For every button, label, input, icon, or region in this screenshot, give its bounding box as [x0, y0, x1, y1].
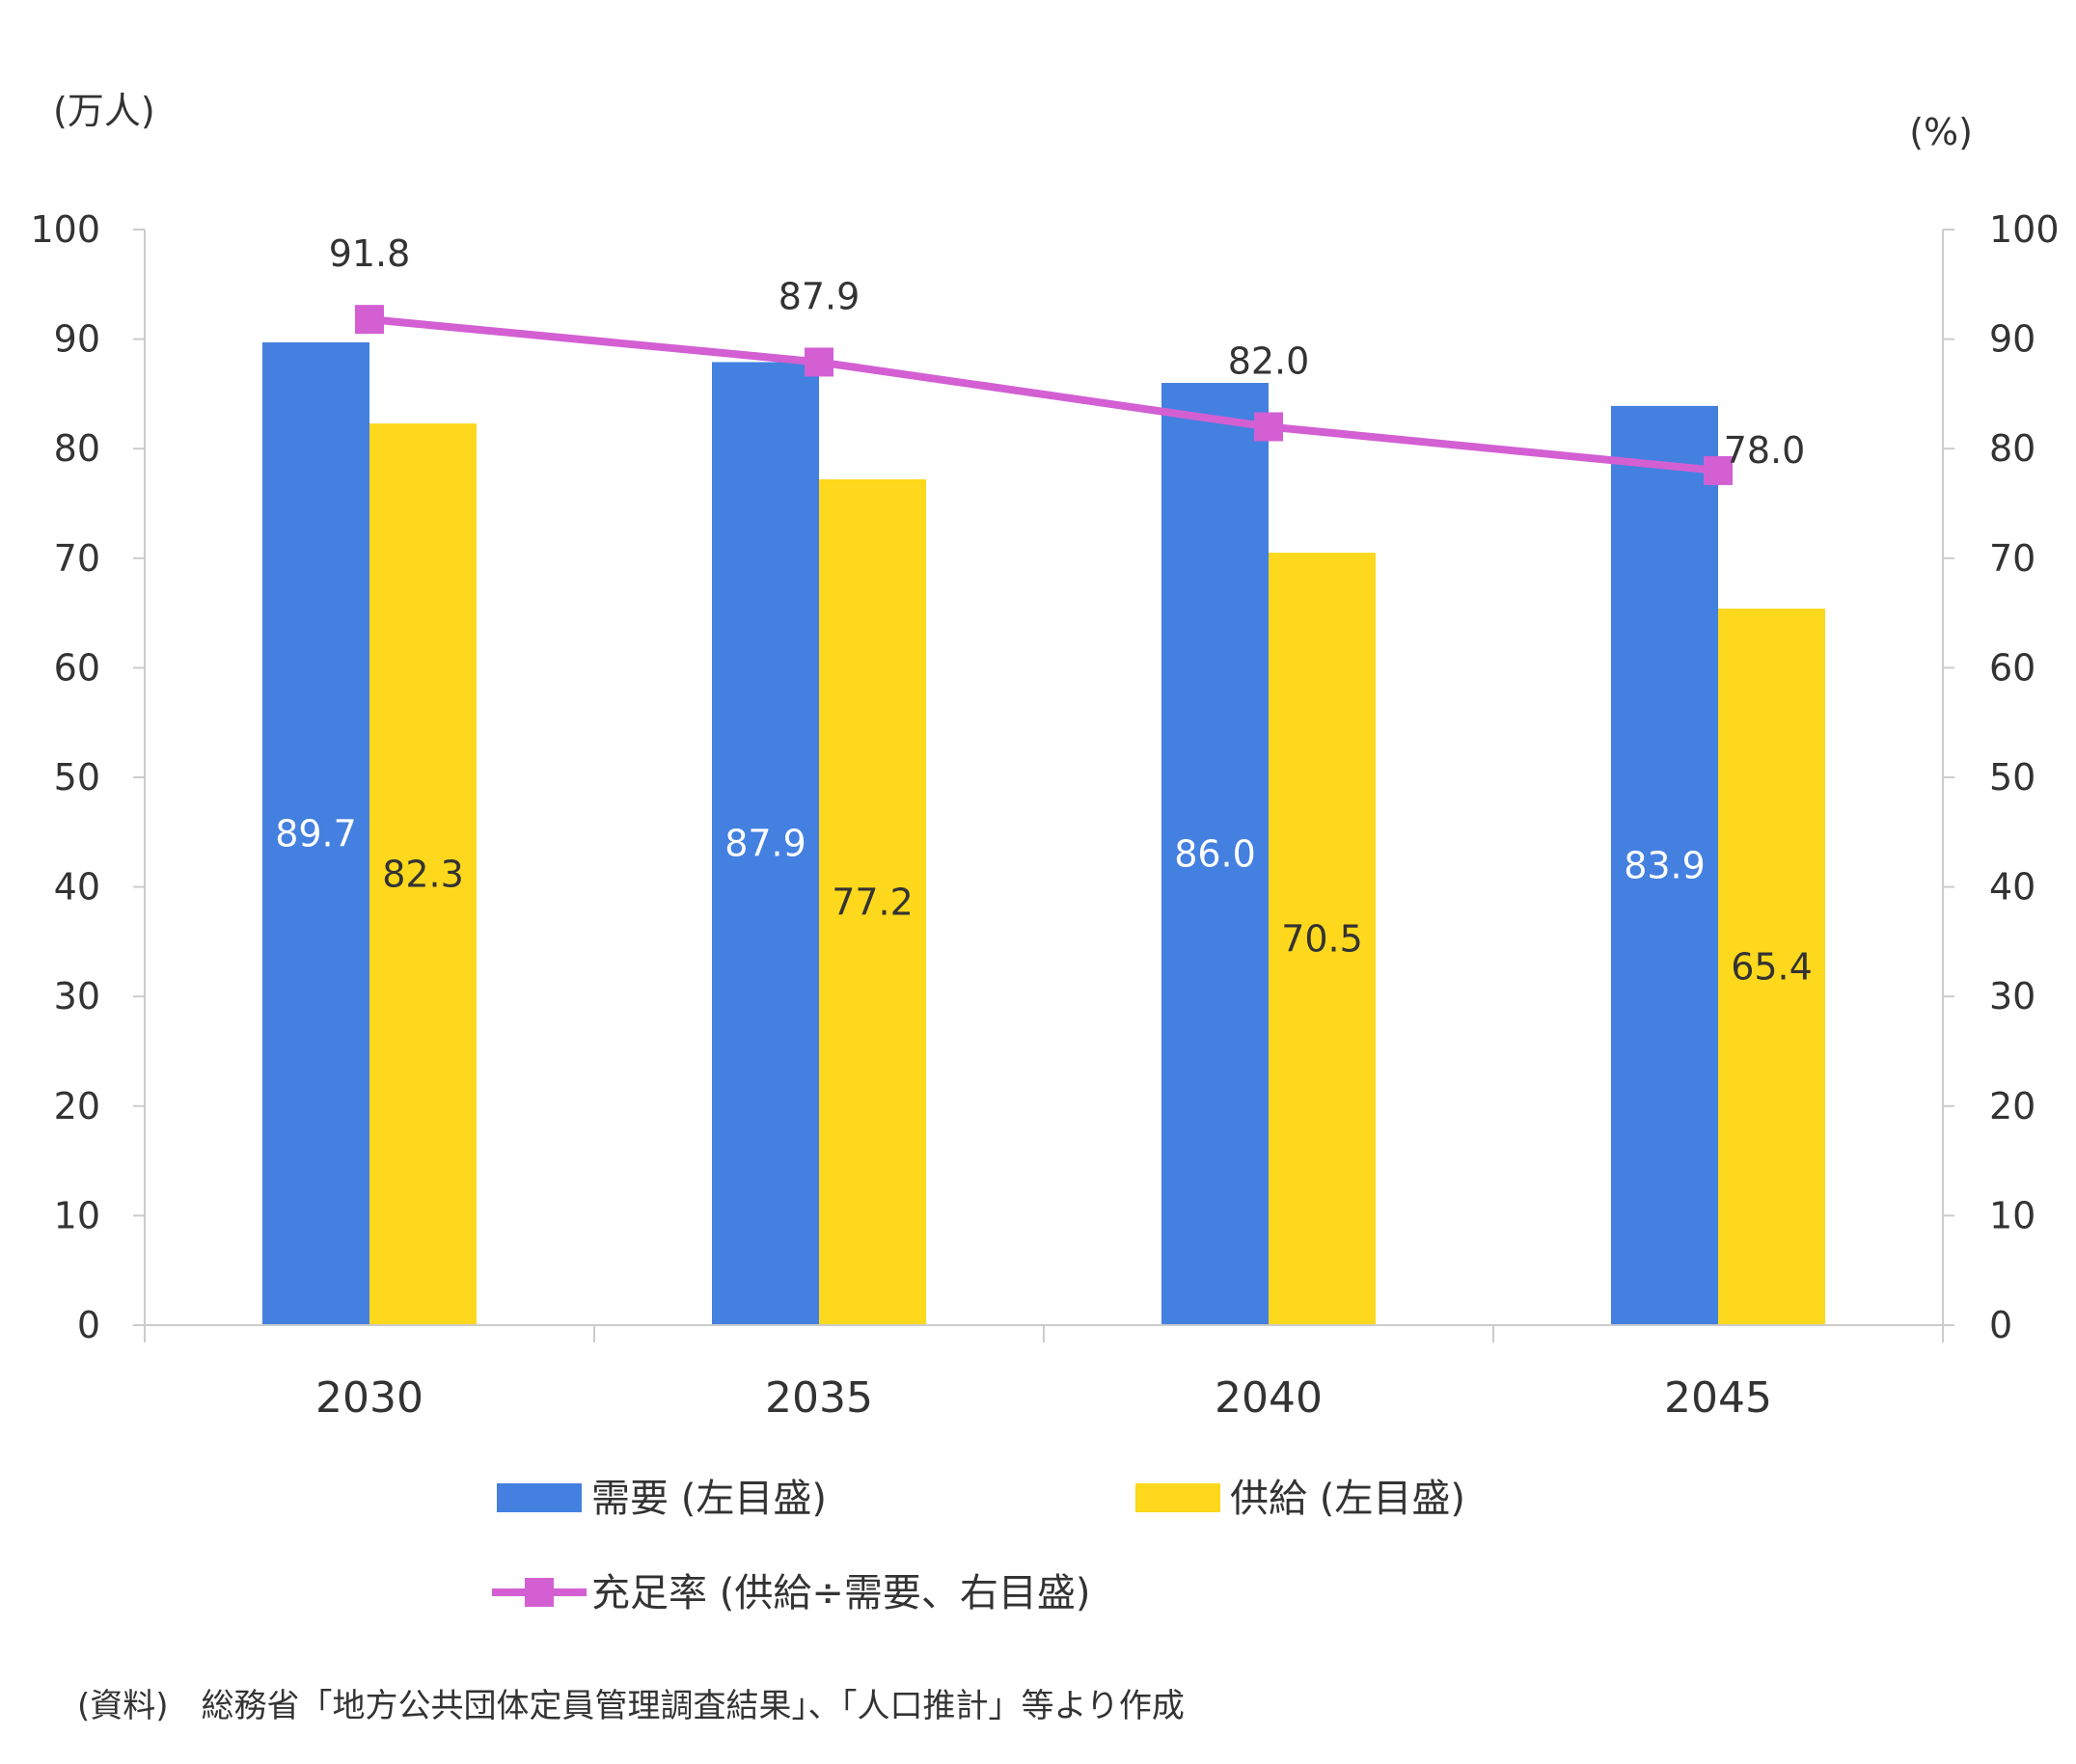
line-series — [355, 305, 1733, 485]
legend-item-demand[interactable]: 需要 (左目盛) — [497, 1477, 827, 1521]
data-label-fulfillment-2045: 78.0 — [1724, 429, 1806, 472]
right-tick-label: 50 — [1989, 756, 2035, 799]
left-tick-label: 70 — [54, 537, 100, 580]
right-tick-label: 40 — [1989, 866, 2035, 909]
right-tick-label: 20 — [1989, 1085, 2035, 1127]
x-axis: 2030 2035 2040 2045 — [315, 1373, 1772, 1423]
legend-label-demand: 需要 (左目盛) — [591, 1477, 827, 1521]
bar-demand-2040 — [1161, 383, 1269, 1325]
axis-lines — [144, 230, 1944, 1343]
legend-swatch-supply — [1135, 1483, 1220, 1512]
left-tick-label: 50 — [54, 756, 100, 799]
data-labels: 89.7 82.3 87.9 77.2 86.0 70.5 83.9 65.4 91.8 87.9… — [275, 232, 1813, 988]
right-tick-label: 0 — [1989, 1304, 2012, 1346]
legend-label-supply: 供給 (左目盛) — [1230, 1477, 1465, 1521]
data-label-fulfillment-2030: 91.8 — [329, 232, 411, 275]
right-axis-unit: (%) — [1909, 111, 1973, 153]
bar-demand-2030 — [262, 342, 369, 1325]
bar-supply-2035 — [819, 479, 926, 1325]
left-tick-label: 40 — [54, 866, 100, 909]
left-axis-unit: (万人) — [53, 90, 155, 132]
right-tick-label: 70 — [1989, 537, 2035, 580]
data-label-demand-2030: 89.7 — [275, 813, 357, 855]
left-tick-label: 60 — [54, 646, 100, 689]
left-tick-label: 30 — [54, 975, 100, 1018]
left-axis: 0 10 20 30 40 50 60 70 80 90 100 — [30, 208, 145, 1346]
right-axis: 0 10 20 30 40 50 60 70 80 90 100 — [1943, 208, 2060, 1346]
legend-item-supply[interactable]: 供給 (左目盛) — [1135, 1477, 1465, 1521]
x-tick-label: 2035 — [765, 1373, 873, 1423]
fulfillment-rate-line — [369, 315, 1719, 475]
legend-swatch-demand — [497, 1483, 582, 1512]
legend: 需要 (左目盛) 供給 (左目盛) 充足率 (供給÷需要、右目盛) — [492, 1477, 1465, 1615]
bars — [262, 342, 1825, 1325]
data-label-fulfillment-2035: 87.9 — [778, 275, 860, 317]
legend-label-fulfillment: 充足率 (供給÷需要、右目盛) — [591, 1571, 1090, 1615]
line-marker-2030 — [355, 305, 384, 335]
right-tick-label: 90 — [1989, 318, 2035, 361]
data-label-supply-2035: 77.2 — [832, 882, 914, 924]
data-label-demand-2040: 86.0 — [1174, 833, 1256, 876]
right-tick-label: 80 — [1989, 427, 2035, 470]
source-note: (資料) 総務省「地方公共団体定員管理調査結果」、「人口推計」等より作成 — [77, 1687, 1185, 1725]
right-tick-label: 10 — [1989, 1194, 2035, 1236]
line-marker-2045 — [1704, 455, 1733, 485]
bar-supply-2045 — [1718, 609, 1825, 1325]
left-tick-label: 10 — [54, 1194, 100, 1236]
line-marker-2040 — [1254, 412, 1283, 442]
left-tick-label: 80 — [54, 427, 100, 470]
left-tick-label: 90 — [54, 318, 100, 361]
legend-marker-fulfillment — [525, 1578, 554, 1607]
left-tick-label: 0 — [77, 1304, 100, 1346]
x-tick-label: 2040 — [1215, 1373, 1323, 1423]
x-tick-label: 2030 — [315, 1373, 423, 1423]
bar-demand-2035 — [712, 362, 819, 1325]
left-tick-label: 100 — [30, 208, 100, 251]
right-tick-label: 100 — [1989, 208, 2060, 251]
data-label-demand-2045: 83.9 — [1624, 844, 1706, 886]
data-label-supply-2040: 70.5 — [1281, 918, 1363, 961]
data-label-supply-2030: 82.3 — [382, 854, 464, 896]
data-label-fulfillment-2040: 82.0 — [1228, 339, 1310, 382]
legend-item-fulfillment[interactable]: 充足率 (供給÷需要、右目盛) — [492, 1571, 1090, 1615]
right-tick-label: 60 — [1989, 646, 2035, 689]
x-tick-label: 2045 — [1664, 1373, 1772, 1423]
bar-demand-2045 — [1611, 405, 1718, 1325]
bar-supply-2040 — [1269, 553, 1376, 1325]
right-tick-label: 30 — [1989, 975, 2035, 1018]
bar-supply-2030 — [369, 423, 477, 1325]
line-marker-2035 — [805, 347, 833, 377]
data-label-supply-2045: 65.4 — [1731, 946, 1813, 989]
left-tick-label: 20 — [54, 1085, 100, 1127]
data-label-demand-2035: 87.9 — [724, 823, 806, 865]
